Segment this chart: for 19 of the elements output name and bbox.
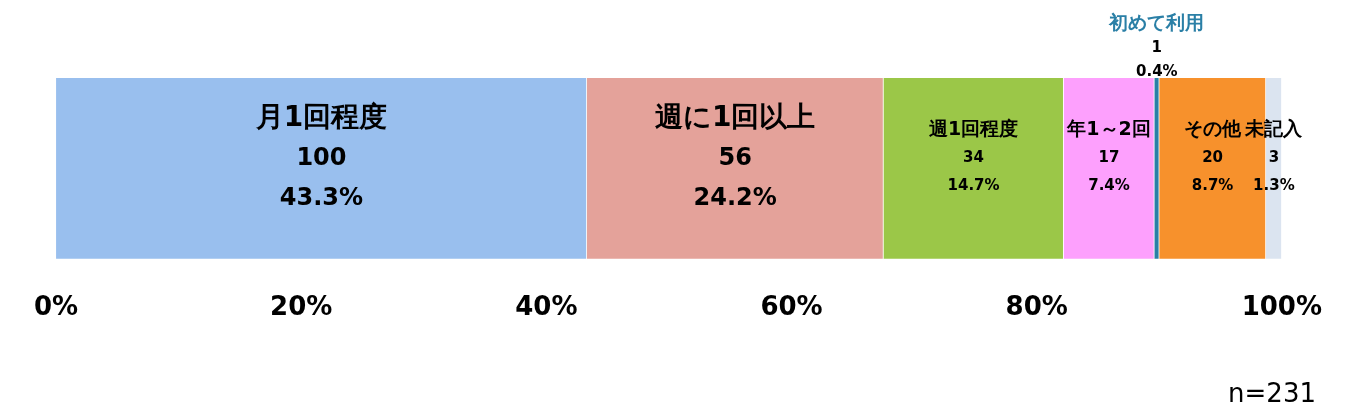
data-label: 17 7.4% xyxy=(1088,148,1130,195)
data-label: 34 14.7% xyxy=(947,148,1000,195)
x-tick-label: 80% xyxy=(1005,291,1068,322)
x-tick-label: 60% xyxy=(760,291,823,322)
data-label: 1 0.4% xyxy=(1136,38,1178,81)
text: n=231 xyxy=(1228,377,1316,408)
text: 初めて利用 xyxy=(1108,11,1205,34)
x-tick-label: 100% xyxy=(1241,291,1322,322)
data-label: 100 43.3% xyxy=(279,142,364,211)
x-tick-label: 0% xyxy=(33,291,79,322)
series-label: 月1回程度 xyxy=(254,99,388,133)
x-tick-label: 20% xyxy=(270,291,333,322)
data-label: 56 24.2% xyxy=(693,142,777,211)
series-label: 週1回程度 xyxy=(927,117,1019,140)
x-tick-label: 40% xyxy=(515,291,578,322)
series-label: その他 xyxy=(1184,117,1243,140)
series-label: 週に1回以上 xyxy=(654,99,816,133)
data-label: 20 8.7% xyxy=(1191,148,1234,195)
series-label: 年1～2回 xyxy=(1066,117,1151,140)
